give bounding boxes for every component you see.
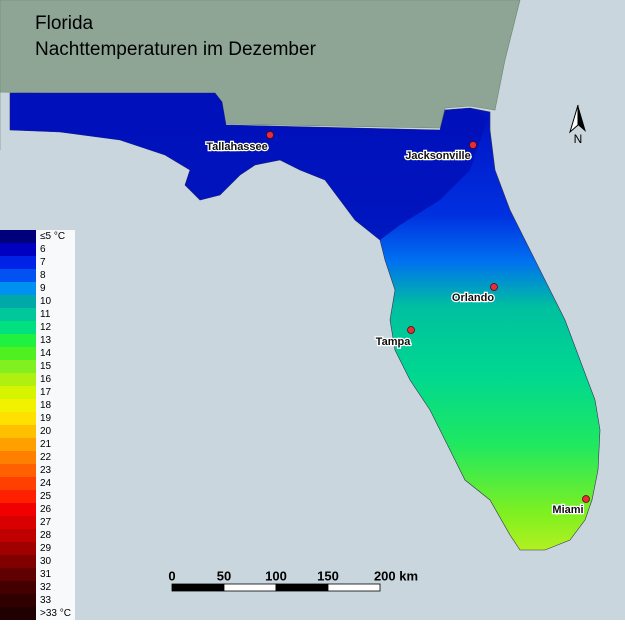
legend-swatch bbox=[0, 373, 36, 387]
legend-swatch bbox=[0, 282, 36, 296]
legend-swatch bbox=[0, 256, 36, 270]
legend-swatch bbox=[0, 555, 36, 569]
legend-label: 11 bbox=[40, 309, 51, 320]
legend-swatch bbox=[0, 503, 36, 517]
legend-swatch bbox=[0, 321, 36, 335]
legend-label: 6 bbox=[40, 244, 46, 255]
legend-swatch bbox=[0, 295, 36, 309]
panhandle bbox=[10, 93, 488, 240]
north-arrow: N bbox=[569, 104, 586, 146]
legend-label: 10 bbox=[40, 296, 52, 307]
scale-label: 200 km bbox=[374, 568, 418, 583]
legend-label: 17 bbox=[40, 387, 52, 398]
legend-swatch bbox=[0, 490, 36, 504]
title: Florida bbox=[35, 13, 94, 34]
legend-label: ≤5 °C bbox=[40, 231, 65, 242]
scale-label: 100 bbox=[265, 568, 287, 583]
city-label: Orlando bbox=[452, 292, 494, 304]
scale-label: 150 bbox=[317, 568, 339, 583]
legend-label: 30 bbox=[40, 556, 52, 567]
legend-swatch bbox=[0, 347, 36, 361]
legend-swatch bbox=[0, 594, 36, 608]
legend-swatch bbox=[0, 269, 36, 283]
legend-label: 26 bbox=[40, 504, 52, 515]
legend-swatch bbox=[0, 438, 36, 452]
legend-label: 25 bbox=[40, 491, 52, 502]
legend-swatch bbox=[0, 568, 36, 582]
city-marker bbox=[469, 141, 477, 149]
legend-swatch bbox=[0, 243, 36, 257]
legend-swatch bbox=[0, 425, 36, 439]
legend-swatch bbox=[0, 542, 36, 556]
title: Nachttemperaturen im Dezember bbox=[35, 39, 317, 60]
city-marker bbox=[266, 131, 274, 139]
north-label: N bbox=[574, 132, 583, 146]
legend-label: 8 bbox=[40, 270, 46, 281]
legend-swatch bbox=[0, 451, 36, 465]
legend-label: 15 bbox=[40, 361, 52, 372]
legend: ≤5 °C 6 7 8 9 10 11 12 13 14 15 16 17 18 19 20 21 22 23 24 2… bbox=[0, 230, 75, 621]
legend-label: 23 bbox=[40, 465, 52, 476]
cities: Tallahassee Jacksonville Orlando Tampa Miami bbox=[205, 131, 590, 517]
legend-label: 22 bbox=[40, 452, 52, 463]
city-marker bbox=[407, 326, 415, 334]
city-label: Tallahassee bbox=[206, 141, 268, 153]
legend-label: 31 bbox=[40, 569, 52, 580]
legend-label: 19 bbox=[40, 413, 52, 424]
scale-segment bbox=[223, 583, 277, 592]
legend-label: 21 bbox=[40, 439, 52, 450]
legend-swatch bbox=[0, 464, 36, 478]
legend-swatch bbox=[0, 399, 36, 413]
legend-label: 28 bbox=[40, 530, 52, 541]
scale-bar: 0 50 100 150 200 km bbox=[168, 568, 418, 592]
scale-segment bbox=[327, 583, 381, 592]
legend-label: 20 bbox=[40, 426, 52, 437]
legend-swatch bbox=[0, 308, 36, 322]
legend-swatch bbox=[0, 230, 36, 244]
legend-label: 32 bbox=[40, 582, 52, 593]
legend-label: 24 bbox=[40, 478, 52, 489]
city-label: Miami bbox=[552, 504, 583, 516]
legend-label: >33 °C bbox=[40, 608, 71, 619]
legend-swatch bbox=[0, 412, 36, 426]
legend-swatch bbox=[0, 386, 36, 400]
scale-label: 50 bbox=[217, 568, 231, 583]
legend-label: 33 bbox=[40, 595, 52, 606]
legend-swatch bbox=[0, 516, 36, 530]
legend-label: 18 bbox=[40, 400, 52, 411]
legend-swatch bbox=[0, 607, 36, 621]
legend-label: 14 bbox=[40, 348, 52, 359]
legend-swatch bbox=[0, 334, 36, 348]
legend-swatch bbox=[0, 529, 36, 543]
legend-swatch bbox=[0, 477, 36, 491]
legend-label: 13 bbox=[40, 335, 52, 346]
legend-label: 9 bbox=[40, 283, 46, 294]
legend-label: 12 bbox=[40, 322, 52, 333]
city-label: Tampa bbox=[376, 336, 412, 348]
city-marker bbox=[582, 495, 590, 503]
legend-label: 27 bbox=[40, 517, 52, 528]
scale-label: 0 bbox=[168, 568, 175, 583]
legend-swatch bbox=[0, 581, 36, 595]
legend-label: 16 bbox=[40, 374, 52, 385]
legend-label: 29 bbox=[40, 543, 52, 554]
legend-label: 7 bbox=[40, 257, 46, 268]
city-marker bbox=[490, 283, 498, 291]
scale-segment bbox=[275, 583, 329, 592]
legend-swatch bbox=[0, 360, 36, 374]
scale-segment bbox=[171, 583, 225, 592]
land-north bbox=[0, 0, 521, 150]
city-label: Jacksonville bbox=[405, 150, 470, 162]
